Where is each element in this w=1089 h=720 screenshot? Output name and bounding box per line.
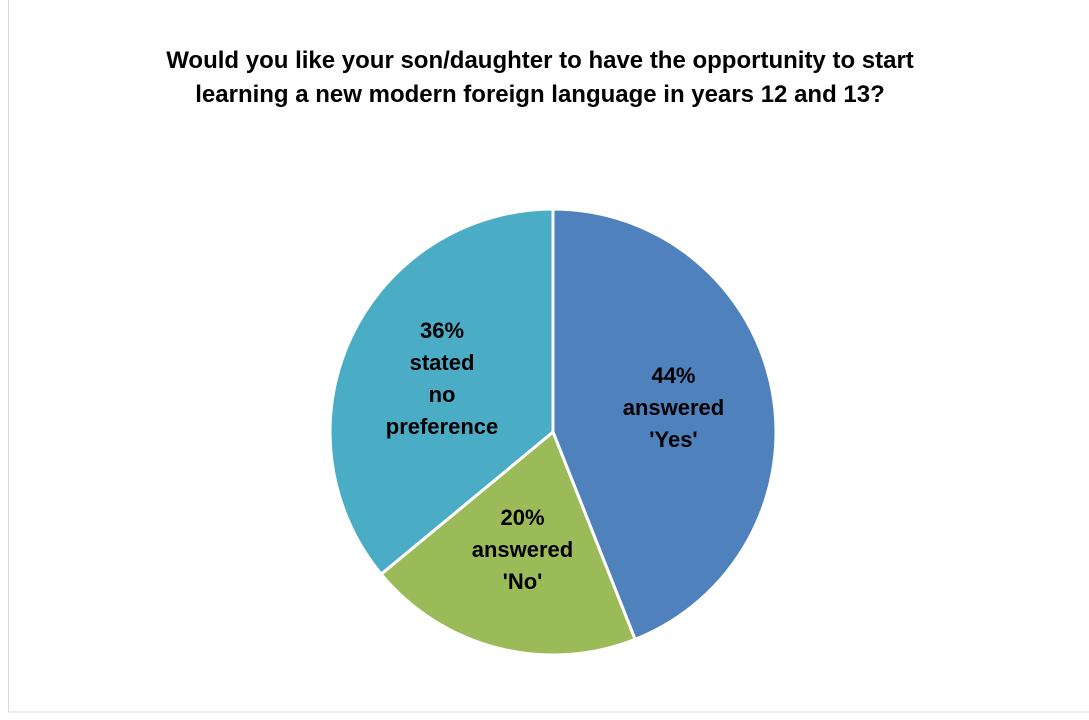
data-label: 20% answered 'No' xyxy=(472,505,574,594)
pie-slice xyxy=(328,207,555,576)
text-line: learning a new modern foreign language i… xyxy=(195,81,885,108)
text-line: stated xyxy=(410,350,475,375)
text-line: no xyxy=(429,382,456,407)
text-line: preference xyxy=(386,414,499,439)
text-line: 'Yes' xyxy=(649,427,697,452)
text-line: answered xyxy=(623,395,725,420)
text-line: Would you like your son/daughter to have… xyxy=(166,47,914,74)
pie-slice xyxy=(551,207,778,641)
chart-title: Would you like your son/daughter to have… xyxy=(166,47,914,108)
text-line: answered xyxy=(472,537,574,562)
pie-slice xyxy=(379,430,637,657)
data-label: 36% stated no preference xyxy=(386,318,499,439)
text-line: 20% xyxy=(500,505,544,530)
pie: 44% answered 'Yes' 20% answered 'No' 36% stated… xyxy=(328,207,778,657)
data-label: 44% answered 'Yes' xyxy=(623,363,725,452)
text-line: 44% xyxy=(651,363,695,388)
text-line: 'No' xyxy=(503,569,543,594)
text-line: 36% xyxy=(420,318,464,343)
